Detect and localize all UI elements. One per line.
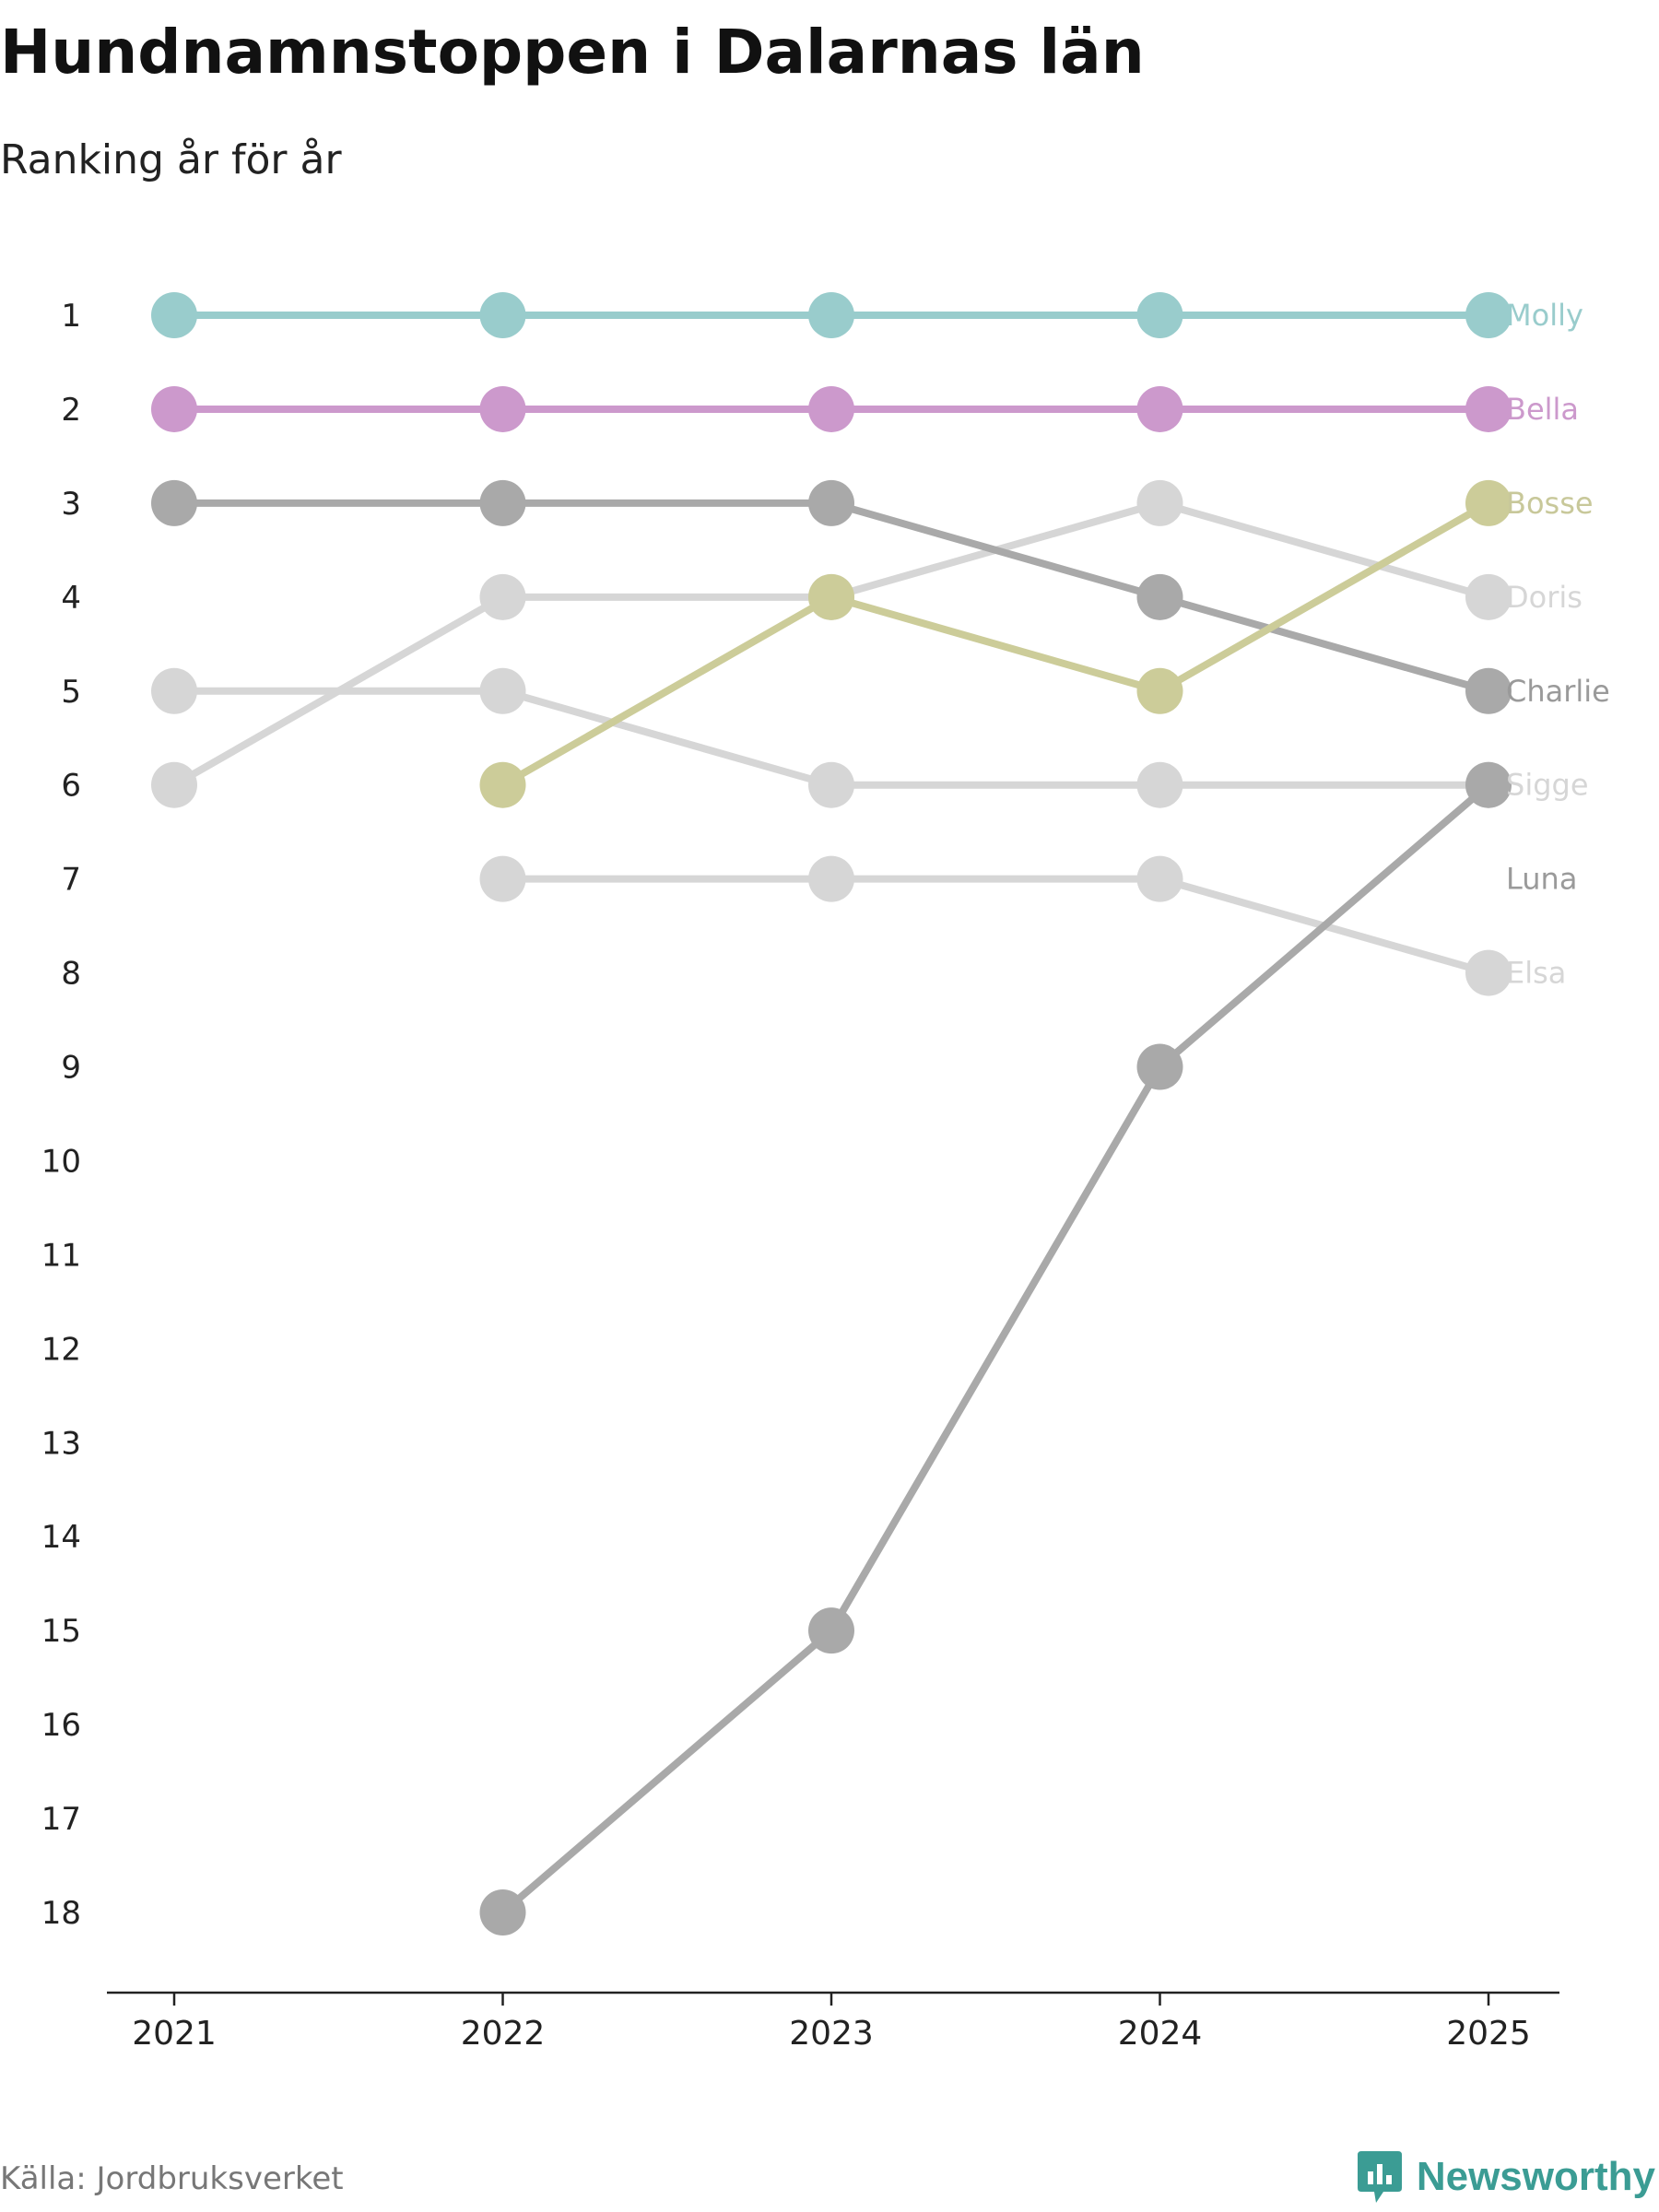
x-tick-label: 2023	[789, 2015, 874, 2053]
y-tick-label: 13	[41, 1425, 81, 1462]
x-tick-label: 2024	[1118, 2015, 1203, 2053]
data-point-bosse	[1136, 667, 1183, 714]
series-sigge	[151, 667, 1512, 808]
data-point-bella	[151, 385, 197, 432]
y-tick-label: 15	[41, 1613, 81, 1650]
data-point-doris	[1136, 479, 1183, 526]
y-tick-label: 16	[41, 1707, 81, 1744]
data-point-charlie	[1136, 573, 1183, 620]
end-label-charlie: Charlie	[1506, 674, 1610, 709]
series-bella	[151, 385, 1512, 432]
data-point-molly	[151, 292, 197, 338]
end-label-luna: Luna	[1506, 862, 1577, 897]
data-point-sigge	[151, 667, 197, 714]
data-point-bosse	[808, 573, 854, 620]
end-label-sigge: Sigge	[1506, 768, 1589, 803]
data-point-sigge	[1136, 761, 1183, 808]
end-label-doris: Doris	[1506, 580, 1583, 615]
series-line-elsa	[499, 875, 1492, 977]
data-point-elsa	[479, 855, 526, 902]
series-layer	[151, 292, 1512, 1936]
data-point-charlie	[479, 479, 526, 526]
series-bosse	[479, 479, 1512, 808]
x-tick-label: 2022	[461, 2015, 546, 2053]
series-luna	[479, 761, 1512, 1936]
y-tick-label: 5	[61, 674, 81, 711]
data-point-doris	[151, 761, 197, 808]
data-point-sigge	[479, 667, 526, 714]
y-tick-label: 14	[41, 1519, 81, 1556]
end-label-molly: Molly	[1506, 298, 1583, 333]
data-point-luna	[1465, 761, 1512, 808]
y-tick-label: 12	[41, 1331, 81, 1368]
data-point-bella	[1465, 385, 1512, 432]
series-line-bosse	[499, 499, 1492, 789]
y-tick-label: 6	[61, 768, 81, 805]
y-tick-label: 2	[61, 392, 81, 429]
x-tick-label: 2021	[132, 2015, 217, 2053]
series-molly	[151, 292, 1512, 338]
data-point-luna	[808, 1607, 854, 1654]
data-point-doris	[479, 573, 526, 620]
chart-title: Hundnamnstoppen i Dalarnas län	[0, 17, 1145, 88]
data-point-bosse	[1465, 479, 1512, 526]
data-point-bosse	[479, 761, 526, 808]
y-tick-label: 1	[61, 298, 81, 335]
y-tick-label: 8	[61, 956, 81, 993]
series-elsa	[479, 855, 1512, 996]
end-label-elsa: Elsa	[1506, 956, 1566, 991]
y-tick-label: 11	[41, 1237, 81, 1274]
data-point-molly	[1136, 292, 1183, 338]
data-point-elsa	[1136, 855, 1183, 902]
y-tick-label: 18	[41, 1895, 81, 1932]
data-point-luna	[479, 1889, 526, 1936]
data-point-luna	[1136, 1043, 1183, 1090]
data-point-molly	[1465, 292, 1512, 338]
y-tick-label: 9	[61, 1050, 81, 1087]
data-point-molly	[479, 292, 526, 338]
brand-logo[interactable]: Newsworthy	[1356, 2149, 1655, 2205]
data-point-elsa	[808, 855, 854, 902]
data-point-bella	[1136, 385, 1183, 432]
brand-name: Newsworthy	[1416, 2154, 1655, 2199]
y-tick-label: 4	[61, 580, 81, 617]
series-doris	[151, 479, 1512, 808]
end-labels: Elsa Sigge Doris Luna Charlie Bosse Bella Molly	[1506, 298, 1610, 991]
data-point-charlie	[808, 479, 854, 526]
data-point-charlie	[151, 479, 197, 526]
x-tick-label: 2025	[1446, 2015, 1531, 2053]
data-point-sigge	[808, 761, 854, 808]
data-point-charlie	[1465, 667, 1512, 714]
y-tick-label: 7	[61, 862, 81, 899]
data-point-bella	[808, 385, 854, 432]
end-label-bosse: Bosse	[1506, 486, 1594, 521]
chart-subtitle: Ranking år för år	[0, 136, 342, 183]
source-note: Källa: Jordbruksverket	[0, 2160, 344, 2197]
series-line-luna	[499, 781, 1492, 1916]
data-point-elsa	[1465, 949, 1512, 996]
data-point-bella	[479, 385, 526, 432]
bar-chart-speech-bubble-icon	[1357, 2151, 1402, 2203]
y-tick-label: 10	[41, 1143, 81, 1180]
data-point-molly	[808, 292, 854, 338]
y-tick-label: 17	[41, 1801, 81, 1838]
x-axis-ticks: 2021 2022 2023 2024 2025	[132, 1993, 1531, 2053]
y-tick-label: 3	[61, 486, 81, 523]
series-line-doris	[171, 499, 1492, 789]
end-label-bella: Bella	[1506, 392, 1579, 427]
data-point-doris	[1465, 573, 1512, 620]
